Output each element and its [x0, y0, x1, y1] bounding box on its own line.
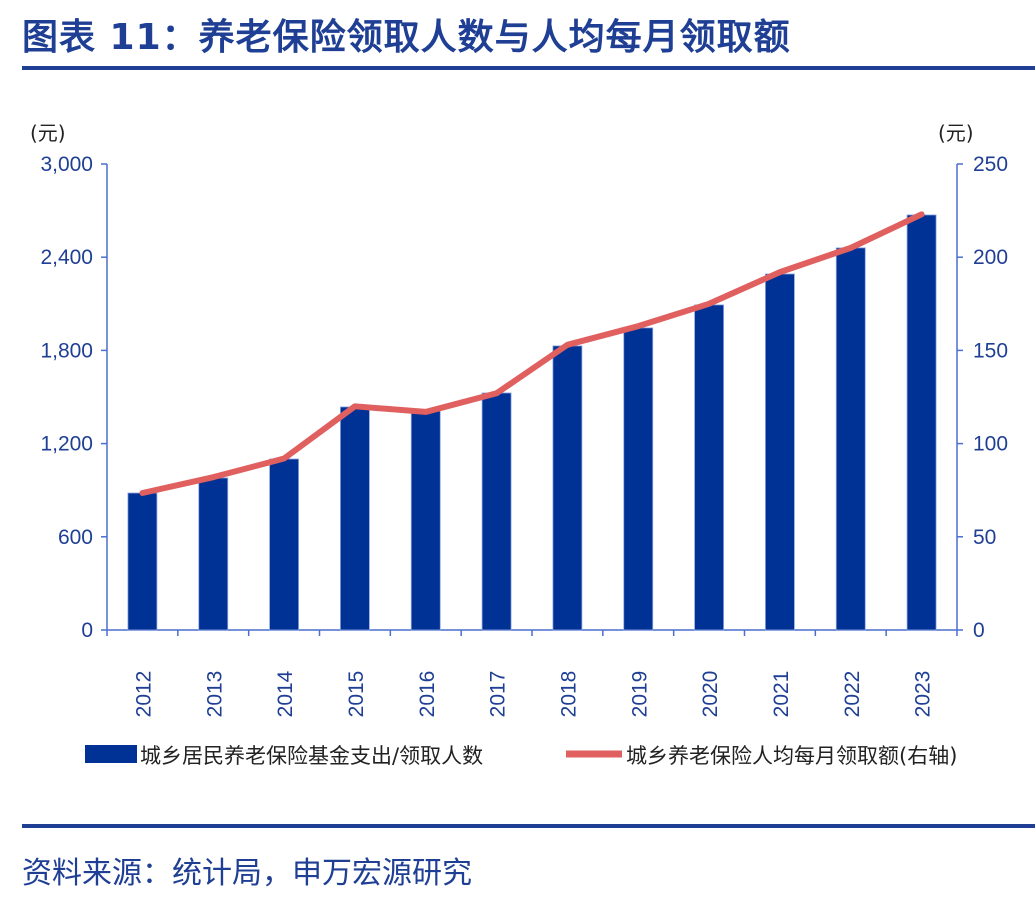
- chart-title: 图表 11：养老保险领取人数与人均每月领取额: [22, 17, 791, 58]
- x-tick-label: 2017: [487, 671, 510, 718]
- line-series: [139, 211, 925, 496]
- x-tick-label: 2018: [557, 671, 580, 718]
- left-tick-label: 1,800: [40, 339, 93, 362]
- bar-2017: [481, 392, 512, 631]
- bar-2019: [623, 327, 654, 631]
- source-note: 资料来源：统计局，申万宏源研究: [22, 856, 472, 891]
- left-tick-label: 0: [81, 619, 93, 642]
- footer-divider: [22, 824, 1035, 828]
- chart: (元) (元) 0 600 1,200 1,800 2,400 3,000 0 50 100 15…: [30, 121, 1008, 768]
- bar-2016: [410, 410, 441, 631]
- right-tick-label: 50: [973, 526, 996, 549]
- x-tick-label: 2016: [416, 671, 439, 718]
- left-tick-label: 3,000: [40, 153, 93, 176]
- legend-line-label: 城乡养老保险人均每月领取额(右轴): [626, 744, 957, 768]
- right-tick-label: 100: [973, 433, 1008, 456]
- x-tick-label: 2022: [841, 671, 864, 718]
- bar-2015: [340, 406, 370, 631]
- bar-2020: [694, 304, 724, 631]
- x-tick-label: 2019: [628, 671, 651, 718]
- x-tick-label: 2015: [345, 671, 368, 718]
- bar-2021: [765, 273, 795, 631]
- left-axis-unit: (元): [30, 121, 66, 145]
- left-tick-label: 600: [58, 526, 93, 549]
- x-tick-label: 2020: [699, 671, 722, 718]
- x-tick-label: 2023: [912, 671, 935, 718]
- bar-2022: [835, 247, 866, 631]
- left-tick-label: 2,400: [40, 246, 93, 269]
- bar-2014: [269, 458, 299, 631]
- right-tick-label: 0: [973, 619, 985, 642]
- bar-2013: [198, 477, 229, 631]
- x-tick-label: 2012: [132, 671, 155, 718]
- right-tick-label: 250: [973, 153, 1008, 176]
- right-tick-label: 200: [973, 246, 1008, 269]
- right-axis-unit: (元): [938, 121, 974, 145]
- right-tick-label: 150: [973, 339, 1008, 362]
- x-tick-label: 2014: [274, 670, 297, 717]
- x-tick-label: 2021: [770, 671, 793, 718]
- left-tick-label: 1,200: [40, 433, 93, 456]
- bar-2012: [127, 492, 158, 631]
- legend-bar-label: 城乡居民养老保险基金支出/领取人数: [140, 744, 483, 768]
- legend-bar-swatch: [85, 745, 137, 763]
- bar-2023: [906, 214, 937, 631]
- title-divider: [22, 66, 1035, 70]
- bar-2018: [552, 345, 583, 631]
- x-tick-label: 2013: [203, 671, 226, 718]
